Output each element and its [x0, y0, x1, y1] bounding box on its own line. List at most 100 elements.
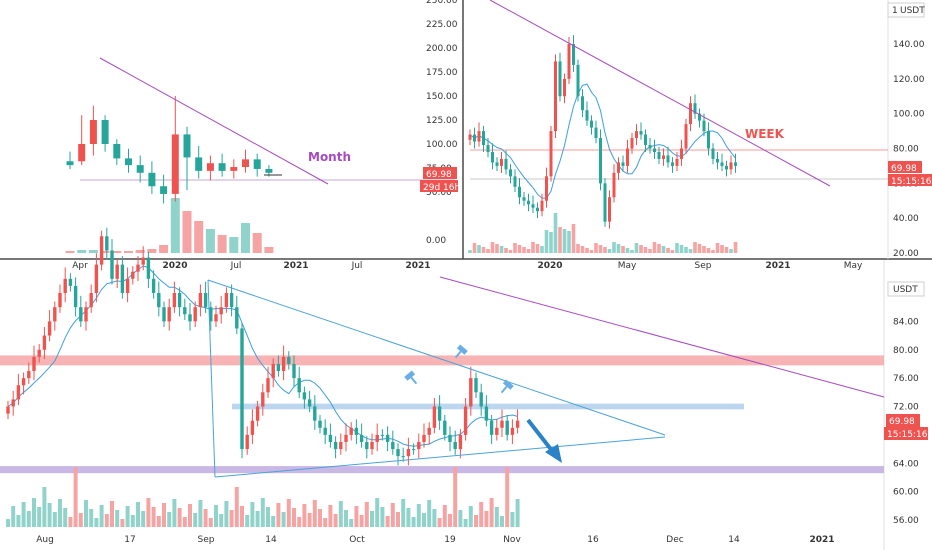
- week-volume-bar: [675, 243, 679, 253]
- daily-candle: [58, 293, 62, 308]
- daily-candle: [172, 293, 177, 308]
- week-candle: [513, 176, 517, 187]
- week-candle: [653, 148, 656, 152]
- daily-volume-bar: [442, 505, 447, 527]
- daily-time-axis[interactable]: Aug 17 Sep 14 Oct 19 Nov 16 Dec 14 2021: [36, 535, 834, 545]
- daily-volume-bar: [370, 511, 374, 527]
- month-volume-bar: [100, 251, 110, 253]
- daily-long-trendline[interactable]: [439, 276, 885, 398]
- week-volume-bar: [477, 245, 481, 253]
- daily-volume-bar: [52, 512, 57, 527]
- week-volume-bar: [679, 245, 684, 253]
- month-time-tick: 2020: [162, 261, 187, 271]
- month-time-tick: 2021: [283, 261, 308, 271]
- month-trendline[interactable]: [99, 57, 329, 185]
- month-candle: [66, 161, 74, 166]
- daily-candle: [32, 356, 36, 372]
- month-price-axis[interactable]: 250.00 225.00 200.00 175.00 150.00 125.00 100.…: [426, 0, 458, 246]
- daily-volume-bar: [390, 503, 395, 527]
- triangle-upper-line[interactable]: [207, 279, 666, 436]
- month-candle: [171, 134, 179, 194]
- daily-volume-bar: [307, 513, 312, 527]
- triangle-lower-line[interactable]: [214, 436, 666, 478]
- month-volume-bar: [170, 198, 180, 253]
- daily-candle: [406, 449, 411, 457]
- daily-volume-bar: [245, 515, 250, 527]
- week-candle: [639, 131, 643, 135]
- daily-candle: [463, 406, 468, 435]
- month-price-tick: 0.00: [426, 236, 446, 246]
- daily-candle: [370, 441, 374, 450]
- daily-volume-bar: [78, 513, 83, 527]
- triangle-left-line[interactable]: [207, 279, 216, 478]
- week-time-tick: Sep: [695, 261, 712, 271]
- down-arrow[interactable]: [526, 418, 562, 463]
- week-chart-panel[interactable]: WEEK 140.00120.00100.0080.0060.0040.0020…: [468, 0, 932, 271]
- daily-volume-bar: [312, 500, 317, 527]
- week-time-tick: May: [618, 261, 637, 271]
- daily-volume-bar: [104, 514, 109, 527]
- daily-volume-bar: [453, 467, 458, 527]
- daily-volume-bar: [494, 507, 499, 527]
- daily-chart-panel[interactable]: 88.0084.0080.0076.0072.0068.0064.0060.00…: [0, 227, 928, 550]
- daily-volume-bar: [286, 499, 291, 527]
- daily-volume-bar: [349, 519, 354, 527]
- daily-candle: [255, 406, 260, 421]
- week-candle: [734, 162, 737, 166]
- week-candle: [630, 138, 634, 149]
- daily-candle: [240, 328, 244, 450]
- week-volume-bar: [724, 247, 729, 253]
- daily-price-axis[interactable]: 88.0084.0080.0076.0072.0068.0064.0060.00…: [893, 289, 919, 526]
- week-label: WEEK: [745, 127, 785, 141]
- daily-volume-bar: [177, 508, 182, 527]
- week-currency-box[interactable]: [887, 2, 925, 18]
- week-candle: [675, 158, 679, 166]
- week-volume-bar: [544, 230, 549, 253]
- daily-candle: [261, 392, 265, 407]
- daily-last-price: 69.98: [889, 417, 915, 427]
- month-time-axis[interactable]: Apr 2020 Jul 2021 Jul 2021: [72, 261, 430, 271]
- daily-volume-bar: [224, 501, 229, 527]
- week-volume-bar: [634, 243, 639, 253]
- daily-volume-bar: [11, 506, 16, 527]
- week-candle: [554, 61, 557, 132]
- week-volume-bar: [693, 242, 697, 253]
- daily-candle: [177, 293, 182, 308]
- resistance-zone[interactable]: [0, 355, 884, 366]
- month-chart-panel[interactable]: Month 250.00 225.00 200.00 175.00 150.00 125.…: [65, 0, 461, 271]
- month-candle: [136, 165, 144, 173]
- daily-candle: [271, 363, 275, 379]
- month-price-tick: 225.00: [426, 20, 458, 30]
- week-trendline[interactable]: [489, 0, 831, 187]
- week-volume-bar: [661, 246, 666, 253]
- daily-currency-box[interactable]: [887, 281, 925, 297]
- low-zone[interactable]: [0, 466, 884, 474]
- week-price-tick: 140.00: [893, 40, 925, 50]
- month-candle: [113, 144, 121, 159]
- month-volume-bar: [229, 237, 239, 253]
- month-label: Month: [308, 150, 351, 164]
- month-candle: [160, 186, 168, 194]
- daily-candle: [235, 307, 239, 329]
- daily-volume-bar: [463, 519, 468, 527]
- daily-volume-bar: [32, 498, 36, 527]
- daily-volume-bar: [318, 509, 322, 527]
- month-last-price-tag: [423, 167, 457, 179]
- daily-volume-bar: [359, 515, 364, 527]
- daily-candle: [328, 434, 333, 442]
- daily-candle: [94, 264, 99, 293]
- week-time-axis[interactable]: 2020 May Sep 2021 May: [537, 261, 863, 271]
- daily-price-tick: 60.00: [893, 488, 919, 498]
- week-volume-bar: [616, 244, 621, 253]
- week-candle: [581, 96, 584, 111]
- daily-price-tick: 56.00: [893, 516, 919, 526]
- daily-volume-bar: [302, 504, 307, 527]
- daily-volume-bar: [281, 512, 286, 527]
- month-last-price: 69.98: [426, 170, 452, 180]
- month-price-tick: 175.00: [426, 68, 458, 78]
- daily-candle: [469, 378, 473, 407]
- daily-candle: [37, 349, 41, 357]
- month-candles: [66, 96, 273, 204]
- daily-last-price-tag: [886, 414, 920, 427]
